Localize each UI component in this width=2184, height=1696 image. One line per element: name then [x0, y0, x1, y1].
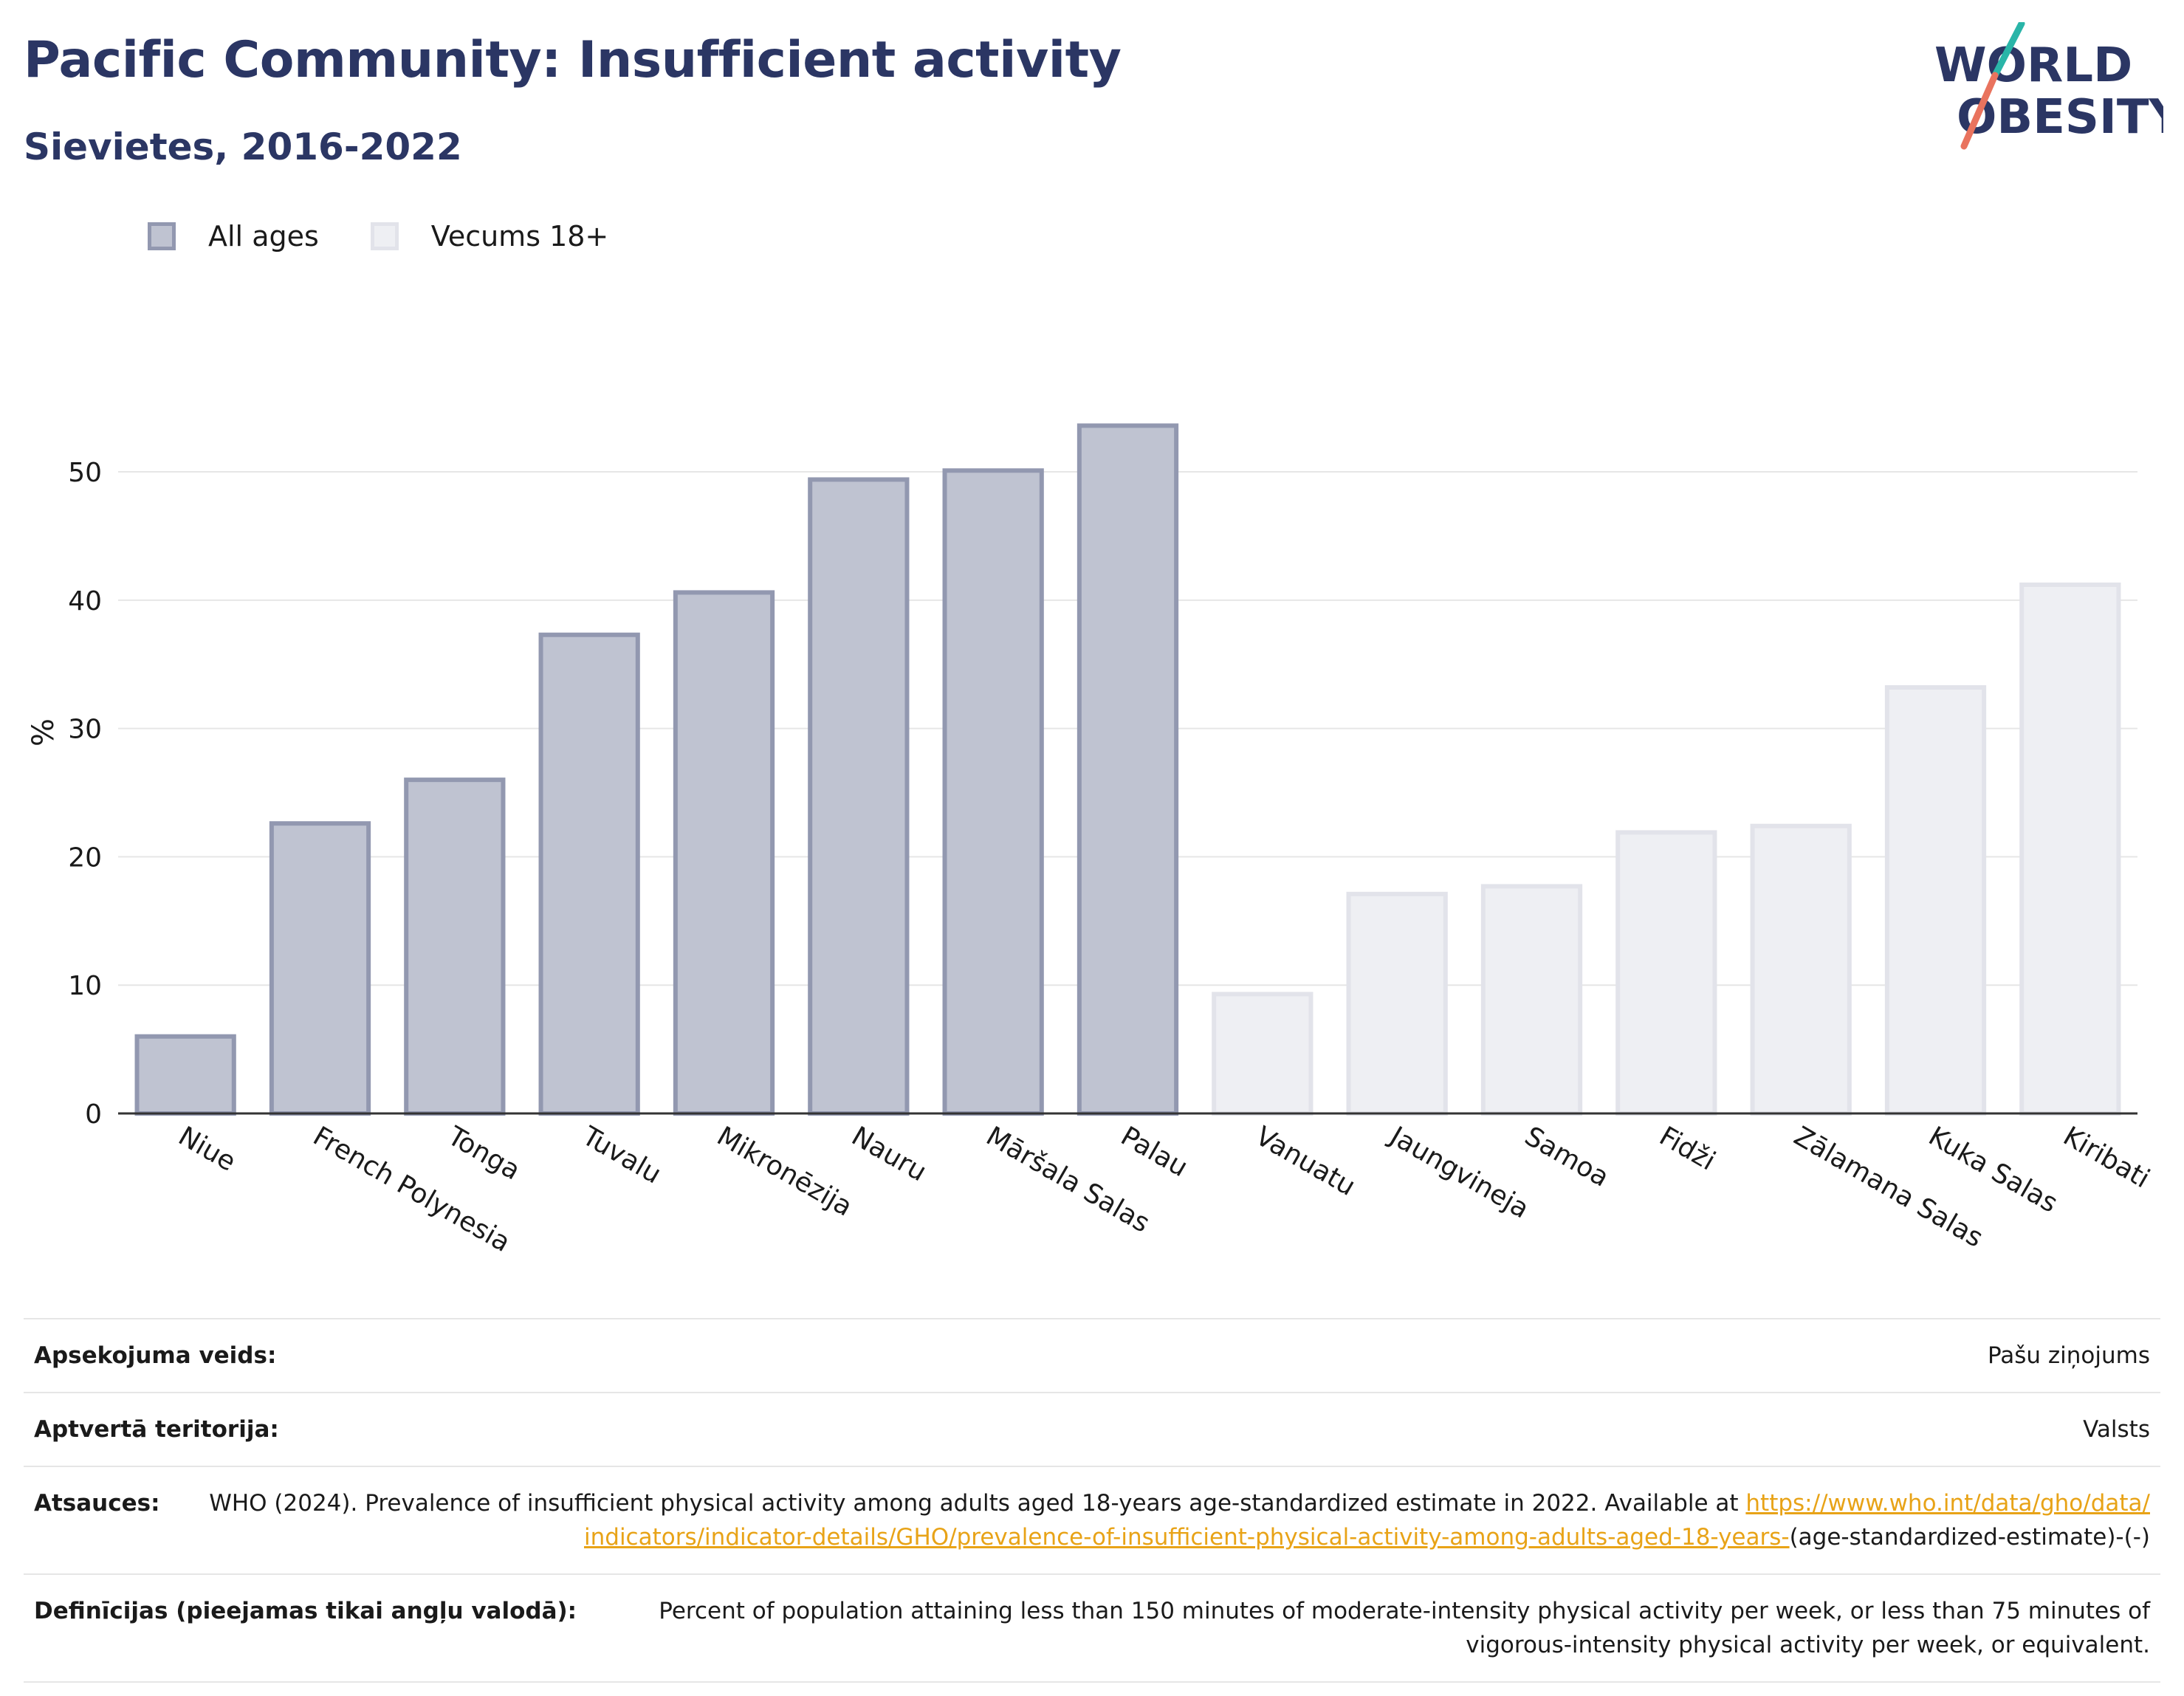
- info-row-survey-type: Apsekojuma veids: Pašu ziņojums: [24, 1319, 2160, 1393]
- chart-legend: All ages Vecums 18+: [148, 220, 660, 253]
- reference-text: WHO (2024). Prevalence of insufficient p…: [209, 1490, 1746, 1517]
- logo-line-obesity: OBESITY: [1957, 90, 2163, 145]
- bar-18plus: [1480, 884, 1583, 1116]
- x-tick-label: Kiribati: [2058, 1121, 2154, 1194]
- x-tick-label: Mikronēzija: [712, 1121, 857, 1222]
- logo-line-world: WORLD: [1934, 38, 2132, 93]
- bar-18plus: [1212, 992, 1314, 1116]
- bar-18plus: [1346, 891, 1448, 1116]
- legend-item-18plus[interactable]: Vecums 18+: [370, 220, 609, 253]
- bar-all_ages: [673, 590, 775, 1116]
- x-tick-label: Nauru: [846, 1121, 931, 1187]
- bar-18plus: [1615, 830, 1717, 1116]
- x-tick-label: Fidži: [1654, 1121, 1720, 1176]
- logo-slash-coral: [1960, 72, 1999, 150]
- legend-swatch-18plus: [370, 222, 399, 250]
- y-tick-label: 50: [68, 458, 102, 488]
- info-label-survey-type: Apsekojuma veids:: [34, 1342, 277, 1369]
- bar-18plus: [1750, 823, 1852, 1116]
- legend-label-all-ages: All ages: [208, 220, 319, 253]
- info-table: Apsekojuma veids: Pašu ziņojums Aptvertā…: [24, 1318, 2160, 1683]
- info-label-coverage: Aptvertā teritorija:: [34, 1416, 279, 1443]
- bar-18plus: [1884, 685, 1987, 1116]
- reference-suffix: (age-standardized-estimate)-(-): [1789, 1524, 2150, 1551]
- world-obesity-logo: WORLD OBESITY: [1934, 22, 2163, 150]
- bar-all_ages: [1076, 423, 1179, 1116]
- bar-all_ages: [404, 777, 506, 1116]
- info-value-survey-type: Pašu ziņojums: [1987, 1342, 2150, 1369]
- info-row-coverage: Aptvertā teritorija: Valsts: [24, 1393, 2160, 1467]
- x-tick-label: Jaungvineja: [1384, 1120, 1534, 1224]
- bar-all_ages: [269, 821, 371, 1116]
- bar-all_ages: [942, 468, 1044, 1116]
- info-label-definitions: Definīcijas (pieejamas tikai angļu valod…: [34, 1598, 577, 1624]
- bar-all_ages: [134, 1034, 236, 1116]
- bar-all_ages: [808, 477, 910, 1116]
- legend-swatch-all-ages: [148, 222, 176, 250]
- x-tick-label: Palau: [1116, 1121, 1193, 1183]
- info-label-references: Atsauces:: [34, 1490, 160, 1517]
- y-tick-label: 0: [85, 1099, 102, 1130]
- bar-18plus: [2019, 582, 2121, 1116]
- x-tick-label: Tuvalu: [577, 1121, 666, 1190]
- y-axis-label: %: [27, 718, 61, 746]
- x-tick-label: Vanuatu: [1250, 1121, 1360, 1202]
- info-value-definitions: Percent of population attaining less tha…: [659, 1598, 2150, 1658]
- x-tick-label: Tonga: [442, 1121, 525, 1187]
- chart-title: Pacific Community: Insufficient activity: [24, 31, 1122, 89]
- logo-slash-teal: [1991, 22, 2025, 79]
- info-value-coverage: Valsts: [2083, 1416, 2150, 1443]
- legend-label-18plus: Vecums 18+: [430, 220, 609, 253]
- x-tick-label: Samoa: [1519, 1121, 1614, 1193]
- y-tick-label: 10: [68, 971, 102, 1001]
- reference-link[interactable]: https://www.who.int/data/gho/data/indica…: [584, 1490, 2150, 1551]
- y-tick-label: 40: [68, 586, 102, 617]
- y-tick-label: 20: [68, 842, 102, 873]
- y-tick-label: 30: [68, 715, 102, 745]
- info-value-references: WHO (2024). Prevalence of insufficient p…: [205, 1486, 2150, 1554]
- info-row-definitions: Definīcijas (pieejamas tikai angļu valod…: [24, 1575, 2160, 1683]
- info-row-references: Atsauces: WHO (2024). Prevalence of insu…: [24, 1467, 2160, 1575]
- bar-all_ages: [538, 632, 640, 1116]
- legend-item-all-ages[interactable]: All ages: [148, 220, 319, 253]
- chart-subtitle: Sievietes, 2016-2022: [24, 126, 462, 168]
- x-tick-label: Niue: [174, 1121, 241, 1177]
